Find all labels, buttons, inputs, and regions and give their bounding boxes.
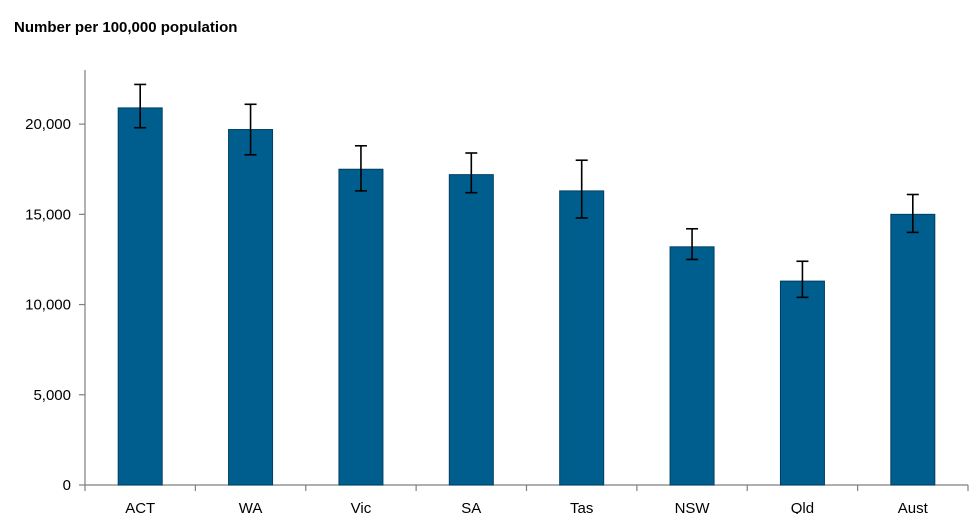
- y-tick-label: 0: [63, 477, 71, 494]
- bar-sa: [448, 174, 494, 486]
- bar-vic: [338, 168, 384, 486]
- error-bar-qld: [796, 260, 809, 299]
- bar-act: [117, 107, 163, 486]
- y-tick-label: 10,000: [25, 297, 71, 314]
- y-tick-label: 20,000: [25, 116, 71, 133]
- bar-wa: [228, 129, 274, 486]
- y-axis-title: Number per 100,000 population: [14, 19, 237, 36]
- x-tick-label: Vic: [351, 500, 372, 514]
- bar-tas: [559, 190, 605, 486]
- bar-aust: [890, 213, 936, 486]
- error-bar-vic: [354, 144, 367, 192]
- error-bar-nsw: [686, 227, 699, 261]
- error-bar-wa: [244, 103, 257, 156]
- bars: [117, 107, 936, 486]
- error-bar-act: [134, 83, 147, 129]
- axes: [84, 70, 968, 486]
- error-bar-aust: [906, 193, 919, 234]
- x-ticks: ACT WA Vic SA Tas NSW Qld Aust: [84, 485, 969, 514]
- bar-nsw: [669, 246, 715, 486]
- x-tick-label: Tas: [570, 500, 593, 514]
- x-tick-label: ACT: [125, 500, 155, 514]
- error-bar-sa: [465, 152, 478, 194]
- x-tick-label: WA: [239, 500, 263, 514]
- error-bars: [134, 83, 919, 299]
- x-tick-label: Aust: [898, 500, 929, 514]
- x-tick-label: Qld: [791, 500, 814, 514]
- y-tick-label: 15,000: [25, 206, 71, 223]
- y-ticks: 0 5,000 10,000 15,000 20,000: [25, 116, 85, 494]
- y-tick-label: 5,000: [33, 387, 71, 404]
- x-tick-label: SA: [461, 500, 481, 514]
- x-tick-label: NSW: [675, 500, 711, 514]
- error-bar-tas: [575, 159, 588, 219]
- bar-qld: [779, 280, 825, 486]
